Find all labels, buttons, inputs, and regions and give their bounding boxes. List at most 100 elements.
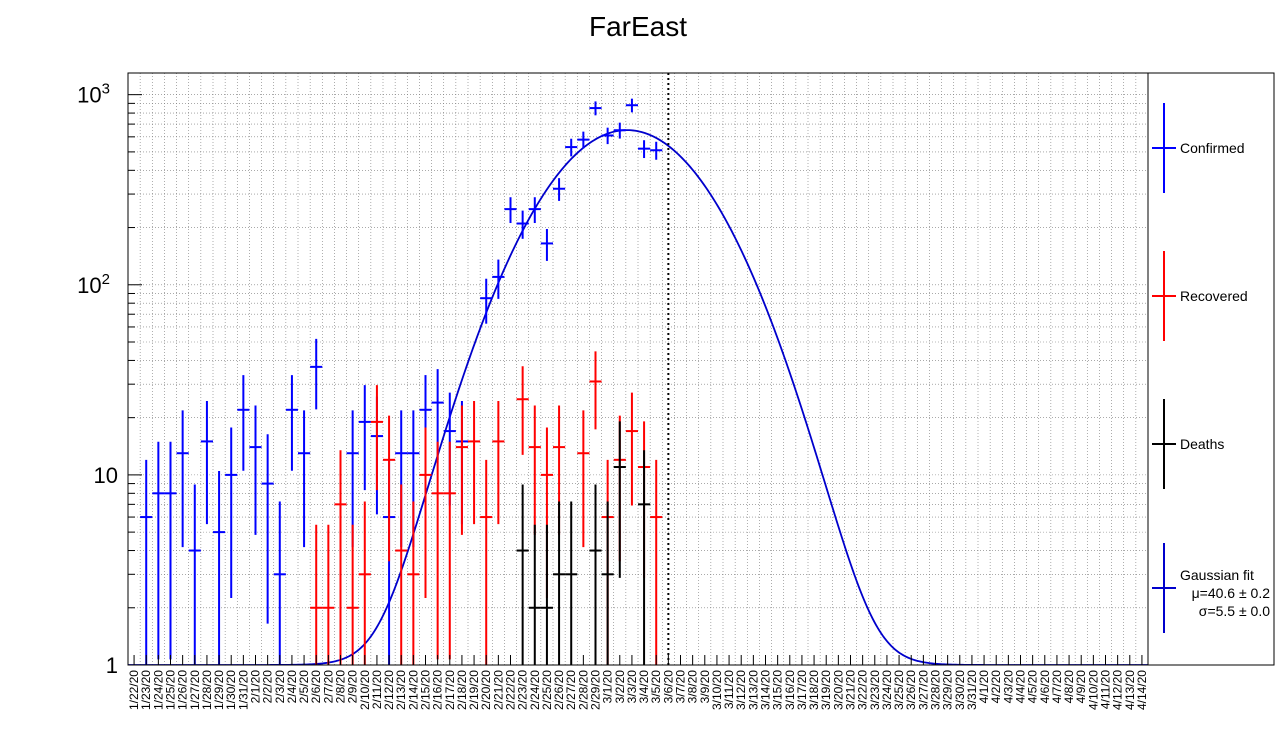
x-tick-label: 2/16/20 — [431, 670, 445, 710]
x-tick-label: 3/10/20 — [710, 670, 724, 710]
x-tick-label: 4/5/20 — [1026, 670, 1040, 704]
x-tick-label: 3/8/20 — [686, 670, 700, 704]
x-tick-label: 3/2/20 — [613, 670, 627, 704]
x-tick-label: 2/29/20 — [589, 670, 603, 710]
x-tick-label: 3/26/20 — [904, 670, 918, 710]
x-tick-label: 2/27/20 — [564, 670, 578, 710]
x-tick-label: 2/20/20 — [479, 670, 493, 710]
x-tick-label: 4/12/20 — [1111, 670, 1125, 710]
legend-box — [1147, 72, 1275, 666]
x-tick-label: 1/28/20 — [200, 670, 214, 710]
x-tick-label: 3/27/20 — [916, 670, 930, 710]
x-tick-label: 1/27/20 — [188, 670, 202, 710]
x-tick-label: 2/11/20 — [370, 670, 384, 709]
x-tick-label: 3/15/20 — [771, 670, 785, 710]
axes: 1/22/201/23/201/24/201/25/201/26/201/27/… — [77, 81, 1149, 710]
x-tick-label: 3/7/20 — [674, 670, 688, 704]
x-tick-label: 4/3/20 — [1001, 670, 1015, 704]
x-tick-label: 3/3/20 — [625, 670, 639, 704]
x-tick-label: 1/22/20 — [127, 670, 141, 710]
legend-label-fit: σ=5.5 ± 0.0 — [1199, 603, 1270, 619]
x-tick-label: 3/20/20 — [831, 670, 845, 710]
x-tick-label: 2/18/20 — [455, 670, 469, 710]
y-tick-label: 103 — [77, 81, 110, 108]
x-tick-label: 2/28/20 — [576, 670, 590, 710]
x-tick-label: 2/9/20 — [346, 670, 360, 704]
x-tick-label: 3/25/20 — [892, 670, 906, 710]
x-tick-label: 3/16/20 — [783, 670, 797, 710]
x-tick-label: 2/10/20 — [358, 670, 372, 710]
x-tick-label: 3/12/20 — [734, 670, 748, 710]
x-tick-label: 3/18/20 — [807, 670, 821, 710]
x-tick-label: 2/21/20 — [491, 670, 505, 710]
x-tick-label: 4/4/20 — [1014, 670, 1028, 704]
x-tick-label: 4/14/20 — [1135, 670, 1149, 710]
legend-label-fit: μ=40.6 ± 0.2 — [1192, 585, 1271, 601]
x-tick-label: 2/22/20 — [504, 670, 518, 710]
legend-label-confirmed: Confirmed — [1180, 140, 1245, 156]
y-tick-label: 102 — [77, 271, 110, 298]
x-tick-label: 2/26/20 — [552, 670, 566, 710]
x-tick-label: 3/13/20 — [746, 670, 760, 710]
x-tick-label: 3/17/20 — [795, 670, 809, 710]
x-tick-label: 2/1/20 — [249, 670, 263, 704]
x-tick-label: 3/19/20 — [819, 670, 833, 710]
x-tick-label: 1/31/20 — [236, 670, 250, 710]
x-tick-label: 2/2/20 — [261, 670, 275, 704]
x-tick-label: 3/22/20 — [856, 670, 870, 710]
y-tick-label: 10 — [94, 463, 118, 488]
x-tick-label: 4/8/20 — [1062, 670, 1076, 704]
x-tick-label: 1/25/20 — [164, 670, 178, 710]
x-tick-label: 3/30/20 — [953, 670, 967, 710]
x-tick-label: 2/24/20 — [528, 670, 542, 710]
x-tick-label: 3/29/20 — [941, 670, 955, 710]
x-tick-label: 3/5/20 — [649, 670, 663, 704]
x-tick-label: 3/28/20 — [929, 670, 943, 710]
x-tick-label: 2/13/20 — [394, 670, 408, 710]
x-tick-label: 1/23/20 — [139, 670, 153, 710]
x-tick-label: 3/24/20 — [880, 670, 894, 710]
plot-frame — [127, 72, 1149, 666]
x-tick-label: 2/7/20 — [321, 670, 335, 704]
x-tick-label: 2/17/20 — [443, 670, 457, 710]
x-tick-label: 2/19/20 — [467, 670, 481, 710]
x-tick-label: 2/14/20 — [406, 670, 420, 710]
x-tick-label: 2/12/20 — [382, 670, 396, 710]
x-tick-label: 2/8/20 — [334, 670, 348, 704]
x-tick-label: 4/9/20 — [1074, 670, 1088, 704]
legend-label-deaths: Deaths — [1180, 436, 1224, 452]
x-tick-label: 2/15/20 — [419, 670, 433, 710]
legend-label-fit: Gaussian fit — [1180, 567, 1254, 583]
x-tick-label: 3/21/20 — [844, 670, 858, 710]
x-tick-label: 1/24/20 — [151, 670, 165, 710]
x-tick-label: 4/13/20 — [1123, 670, 1137, 710]
x-tick-label: 2/5/20 — [297, 670, 311, 704]
x-tick-label: 1/26/20 — [176, 670, 190, 710]
x-tick-label: 1/29/20 — [212, 670, 226, 710]
x-tick-label: 3/23/20 — [868, 670, 882, 710]
x-tick-label: 3/1/20 — [601, 670, 615, 704]
x-tick-label: 4/7/20 — [1050, 670, 1064, 704]
x-tick-label: 4/6/20 — [1038, 670, 1052, 704]
x-tick-label: 2/3/20 — [273, 670, 287, 704]
x-tick-label: 4/1/20 — [977, 670, 991, 704]
x-tick-label: 3/31/20 — [965, 670, 979, 710]
x-tick-label: 2/23/20 — [516, 670, 530, 710]
x-tick-label: 3/6/20 — [661, 670, 675, 704]
x-tick-label: 2/6/20 — [309, 670, 323, 704]
x-tick-label: 3/11/20 — [722, 670, 736, 709]
legend-label-recovered: Recovered — [1180, 288, 1248, 304]
chart-title: FarEast — [589, 11, 687, 42]
x-tick-label: 3/9/20 — [698, 670, 712, 704]
y-tick-label: 1 — [106, 653, 118, 678]
x-tick-label: 2/4/20 — [285, 670, 299, 704]
plot-area — [128, 73, 1148, 665]
grid-lines — [127, 73, 1149, 666]
x-tick-label: 4/10/20 — [1086, 670, 1100, 710]
x-tick-label: 3/4/20 — [637, 670, 651, 704]
x-tick-label: 1/30/20 — [224, 670, 238, 710]
x-tick-label: 3/14/20 — [759, 670, 773, 710]
x-tick-label: 4/11/20 — [1099, 670, 1113, 709]
legend: Confirmed Recovered Deaths Gaussian fit μ=40… — [1152, 103, 1270, 633]
